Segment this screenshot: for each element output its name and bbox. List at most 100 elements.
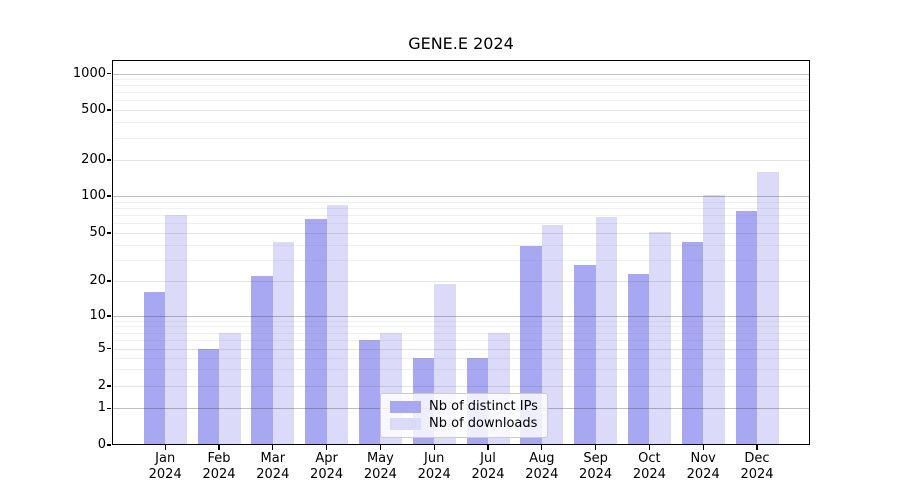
x-tick-label-line: Sep — [583, 451, 608, 466]
legend-item-distinct-ips: Nb of distinct IPs — [390, 399, 538, 415]
y-tick-mark — [107, 407, 111, 409]
gridline — [112, 281, 810, 282]
y-tick-mark — [107, 232, 111, 234]
y-tick-label: 2 — [97, 378, 106, 393]
y-tick-label: 1 — [97, 400, 106, 416]
x-tick-mark — [487, 445, 489, 450]
minor-gridline — [112, 137, 810, 139]
minor-gridline — [112, 223, 810, 225]
gridline — [112, 386, 810, 387]
minor-gridline — [112, 369, 810, 371]
y-tick-label: 10 — [89, 308, 106, 323]
x-tick-label-line: 2024 — [363, 466, 397, 482]
y-tick-label: 50 — [89, 225, 106, 240]
x-tick-label-line: Mar — [260, 451, 286, 466]
bar — [219, 332, 241, 445]
bar — [595, 217, 618, 445]
y-tick-label: 5 — [97, 340, 106, 356]
legend-swatch-distinct-ips — [390, 400, 421, 413]
gridline — [112, 160, 810, 161]
bar — [649, 231, 671, 445]
x-tick-label-line: Apr — [315, 451, 338, 466]
y-tick-mark — [107, 195, 111, 197]
plot-area — [107, 60, 810, 450]
chart-title: GENE.E 2024 — [408, 34, 514, 53]
x-tick-label-line: 2024 — [417, 466, 451, 482]
x-tick-mark — [272, 445, 274, 450]
minor-gridline — [112, 201, 810, 203]
y-tick-mark — [107, 385, 111, 387]
bar — [326, 205, 349, 445]
x-tick-label-line: Feb — [207, 451, 231, 466]
bar — [251, 276, 273, 445]
x-tick-label-line: Jun — [424, 451, 445, 466]
x-tick-mark — [325, 445, 328, 450]
minor-gridline — [112, 326, 810, 328]
minor-gridline — [112, 215, 810, 217]
x-tick-label-line: 2024 — [148, 466, 182, 482]
legend-swatch-downloads — [390, 418, 421, 431]
y-tick-label: 100 — [81, 188, 106, 203]
minor-gridline — [112, 85, 810, 87]
minor-gridline — [112, 79, 810, 81]
x-tick-mark — [379, 445, 382, 450]
major-gridline — [112, 316, 810, 317]
gridline — [112, 110, 810, 111]
y-tick-mark — [107, 347, 111, 350]
minor-gridline — [112, 320, 810, 322]
bar — [735, 211, 757, 445]
y-tick-label: 0 — [97, 437, 106, 452]
x-tick-mark — [218, 445, 220, 450]
x-tick-label: Jul 2024 — [456, 451, 520, 482]
y-tick-label: 200 — [81, 152, 106, 167]
y-tick-mark — [107, 280, 111, 282]
x-tick-label-line: 2024 — [740, 466, 774, 482]
x-tick-label: Oct 2024 — [617, 451, 681, 482]
gridline — [112, 233, 810, 234]
minor-gridline — [112, 122, 810, 124]
x-tick-label-line: Nov — [690, 451, 716, 466]
x-tick-label: Jun 2024 — [402, 451, 466, 482]
x-tick-label-line: Dec — [744, 451, 770, 466]
legend: Nb of distinct IPs Nb of downloads — [380, 393, 548, 438]
minor-gridline — [112, 339, 810, 341]
x-tick-label-line: 2024 — [579, 466, 613, 482]
y-tick-label: 500 — [81, 102, 106, 117]
bar — [757, 171, 779, 445]
x-tick-label-line: 2024 — [471, 466, 505, 482]
x-tick-label-line: 2024 — [310, 466, 344, 482]
minor-gridline — [112, 92, 810, 94]
bar — [358, 339, 381, 445]
x-tick-label: Mar 2024 — [241, 451, 305, 482]
x-tick-label: Feb 2024 — [187, 451, 251, 482]
legend-item-downloads: Nb of downloads — [390, 416, 538, 432]
x-tick-mark — [164, 445, 166, 450]
x-tick-mark — [433, 445, 435, 450]
x-tick-label: Apr 2024 — [295, 451, 359, 482]
bar — [272, 242, 295, 445]
y-tick-mark — [107, 159, 111, 161]
x-tick-label-line: Jul — [480, 451, 496, 466]
x-tick-label-line: May — [366, 451, 394, 466]
x-tick-label-line: 2024 — [202, 466, 236, 482]
minor-gridline — [112, 244, 810, 246]
x-tick-label: May 2024 — [348, 451, 412, 482]
x-tick-label: Aug 2024 — [510, 451, 574, 482]
y-tick-mark — [107, 72, 111, 75]
minor-gridline — [112, 259, 810, 261]
x-tick-mark — [702, 445, 704, 450]
y-tick-mark — [107, 109, 111, 111]
minor-gridline — [112, 207, 810, 209]
x-tick-label: Nov 2024 — [671, 451, 735, 482]
x-tick-mark — [594, 445, 597, 450]
x-tick-label-line: 2024 — [632, 466, 666, 482]
bar — [541, 225, 564, 445]
major-gridline — [112, 73, 810, 75]
grid-layer — [112, 60, 810, 445]
x-tick-label-line: 2024 — [525, 466, 559, 482]
bar — [143, 292, 166, 445]
y-tick-mark — [107, 444, 111, 446]
bar — [197, 348, 219, 445]
ticks-layer — [107, 60, 810, 450]
